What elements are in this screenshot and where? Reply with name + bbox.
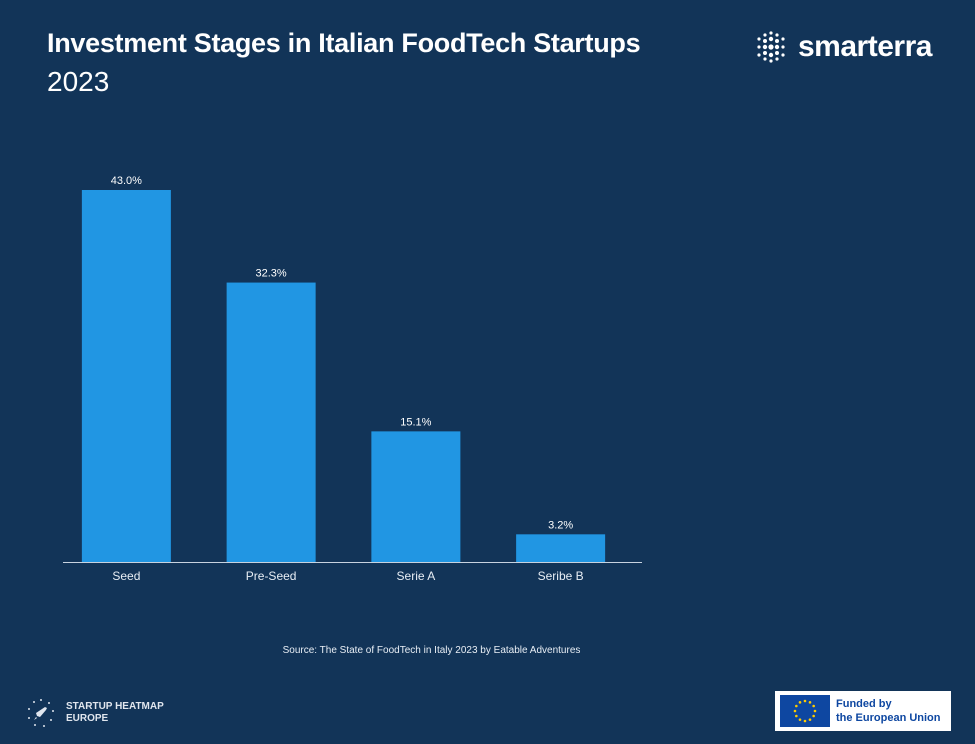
source-note: Source: The State of FoodTech in Italy 2… [282, 645, 581, 656]
eu-funding-text: Funded by the European Union [836, 698, 941, 724]
x-tick-label: Serie A [397, 569, 436, 583]
x-tick-label: Seed [112, 569, 140, 583]
startup-heatmap-logo: STARTUP HEATMAP EUROPE [26, 698, 164, 728]
heatmap-text: STARTUP HEATMAP EUROPE [66, 701, 164, 724]
data-label: 15.1% [400, 416, 431, 428]
eu-funding-badge: Funded by the European Union [775, 691, 951, 731]
chart-subtitle: 2023 [47, 66, 110, 97]
x-tick-label: Seribe B [538, 569, 584, 583]
smarterra-logo: smarterra [754, 30, 932, 64]
data-label: 43.0% [111, 175, 142, 187]
bar-chart: 43.0% Seed 32.3% Pre-Seed 15.1% Serie A 3.2% Se… [63, 175, 642, 583]
dot-grid-icon [757, 31, 785, 63]
eu-flag-icon [780, 695, 830, 727]
bar-seed [81, 190, 171, 562]
bar-serie-a [371, 431, 461, 562]
brand-name: smarterra [798, 30, 932, 63]
data-label: 32.3% [256, 268, 287, 280]
bar-pre-seed [226, 282, 316, 562]
x-tick-label: Pre-Seed [246, 569, 297, 583]
bar-seribe-b [516, 534, 606, 562]
chart-title: Investment Stages in Italian FoodTech St… [47, 28, 641, 58]
rocket-icon [28, 699, 54, 727]
data-label: 3.2% [548, 519, 573, 531]
